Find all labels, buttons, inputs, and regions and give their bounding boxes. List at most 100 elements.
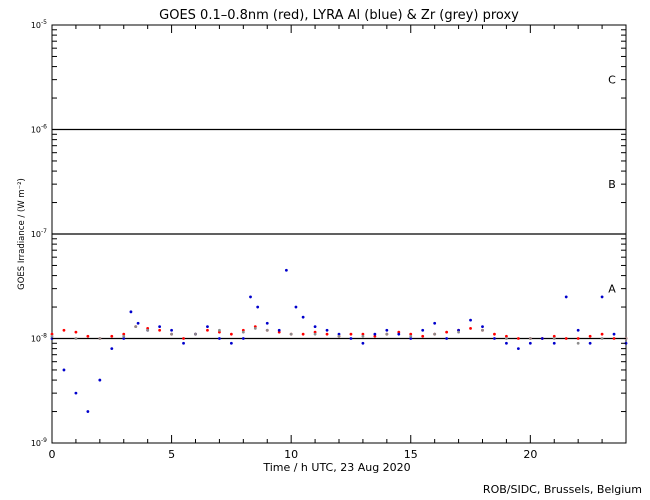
data-point — [301, 332, 305, 336]
data-points — [50, 268, 628, 413]
y-tick-label: 10-6 — [31, 124, 47, 135]
data-point — [86, 334, 90, 338]
data-point — [564, 337, 568, 340]
data-point — [528, 337, 532, 340]
data-point — [612, 332, 616, 336]
data-point — [612, 337, 616, 340]
data-point — [445, 330, 449, 334]
data-point — [289, 332, 293, 336]
data-point — [552, 334, 556, 338]
data-point — [218, 337, 221, 340]
credit-text: ROB/SIDC, Brussels, Belgium — [482, 483, 642, 496]
data-point — [134, 325, 138, 328]
data-point — [122, 332, 126, 336]
data-point — [481, 328, 484, 332]
data-point — [50, 332, 54, 336]
data-point — [277, 328, 281, 332]
data-point — [600, 332, 604, 336]
data-point — [493, 332, 496, 336]
data-point — [361, 332, 365, 336]
data-point — [313, 332, 317, 336]
data-point — [469, 326, 472, 330]
data-point — [421, 334, 425, 338]
data-point — [505, 334, 508, 338]
data-point — [218, 328, 221, 332]
data-point — [505, 341, 508, 345]
data-point — [158, 328, 162, 332]
flare-class-labels: C B A — [608, 74, 616, 296]
data-point — [457, 330, 460, 334]
data-point — [136, 321, 140, 325]
data-point — [493, 337, 496, 340]
data-point — [397, 332, 401, 336]
data-point — [110, 347, 114, 351]
y-tick-label: 10-9 — [31, 437, 47, 448]
data-point — [206, 328, 209, 332]
data-point — [540, 337, 544, 340]
data-point — [241, 337, 245, 340]
data-point — [265, 328, 269, 332]
data-point — [564, 295, 568, 299]
data-point — [74, 391, 78, 395]
x-tick-label: 20 — [523, 448, 537, 461]
data-point — [256, 305, 260, 309]
data-point — [146, 328, 150, 332]
data-point — [409, 334, 413, 338]
data-point — [241, 330, 245, 334]
data-point — [325, 332, 329, 336]
flare-class-label-a: A — [608, 283, 616, 296]
data-point — [516, 347, 520, 351]
data-point — [421, 328, 425, 332]
data-point — [576, 337, 580, 340]
data-point — [588, 341, 592, 345]
series-lyra-al — [50, 268, 628, 413]
data-point — [445, 337, 449, 340]
data-point — [62, 368, 66, 372]
data-point — [373, 332, 377, 336]
data-point — [253, 326, 257, 330]
data-point — [301, 315, 305, 319]
data-point — [576, 328, 580, 332]
data-point — [218, 330, 221, 334]
data-point — [505, 337, 508, 340]
data-point — [158, 325, 162, 328]
data-point — [457, 328, 460, 332]
data-point — [469, 318, 472, 322]
data-point — [294, 305, 298, 309]
chart-title: GOES 0.1–0.8nm (red), LYRA Al (blue) & Z… — [159, 8, 519, 23]
flare-class-lines — [52, 128, 626, 340]
y-tick-label: 10-7 — [31, 228, 47, 239]
axis-ticks: 0 5 10 15 20 10-5 10-6 10-7 10-8 10-9 — [31, 19, 627, 461]
data-point — [249, 295, 252, 299]
data-point — [241, 328, 245, 332]
data-point — [552, 337, 556, 340]
data-point — [313, 325, 317, 328]
data-point — [98, 378, 102, 382]
data-point — [325, 328, 329, 332]
data-point — [182, 337, 185, 340]
y-tick-label: 10-8 — [31, 333, 47, 344]
data-point — [385, 328, 389, 332]
data-point — [349, 332, 353, 336]
data-point — [433, 332, 437, 336]
data-point — [110, 334, 114, 338]
data-point — [600, 295, 604, 299]
data-point — [229, 341, 233, 345]
series-goes-0-1-0-8nm — [50, 325, 628, 340]
data-point — [86, 410, 90, 413]
data-point — [385, 332, 389, 336]
data-point — [229, 332, 233, 336]
x-tick-label: 15 — [404, 448, 418, 461]
data-point — [74, 330, 78, 334]
data-point — [265, 321, 269, 325]
x-tick-label: 5 — [168, 448, 175, 461]
y-axis-label: GOES Irradiance / (W m⁻²) — [17, 178, 27, 290]
data-point — [349, 337, 353, 340]
data-point — [361, 341, 365, 345]
data-point — [409, 337, 413, 340]
data-point — [122, 334, 126, 338]
data-point — [337, 334, 341, 338]
series-lyra-zr — [50, 325, 628, 345]
data-point — [194, 332, 197, 336]
data-point — [516, 337, 520, 340]
